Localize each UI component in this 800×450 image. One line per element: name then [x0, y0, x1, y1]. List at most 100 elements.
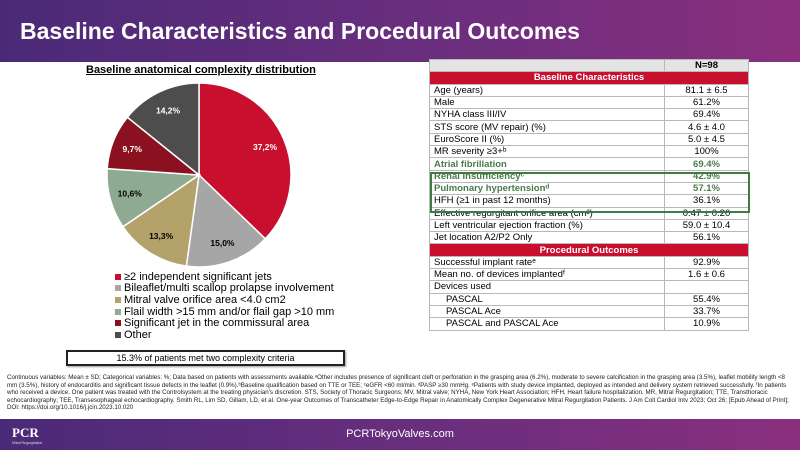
pie-slice	[121, 173, 200, 267]
chart-legend: ≥2 independent significant jets Bileaflet…	[115, 271, 334, 341]
row-label: STS score (MV repair) (%)	[429, 120, 665, 134]
section-heading: Procedural Outcomes	[429, 243, 749, 257]
pie-slice-label: 10,6%	[118, 189, 143, 199]
row-value: 92.9%	[664, 255, 749, 270]
legend-swatch	[115, 285, 121, 292]
chart-title: Baseline anatomical complexity distribut…	[86, 64, 316, 76]
row-label: Pulmonary hypertensionᵈ	[429, 181, 665, 196]
table-row: Devices used	[429, 280, 749, 294]
row-value: 36.1%	[664, 194, 749, 208]
legend-swatch	[115, 331, 121, 338]
row-value: 59.0 ± 10.4	[664, 218, 749, 233]
pie-slice-label: 9,7%	[123, 144, 143, 154]
row-value: 61.2%	[664, 95, 749, 110]
row-label: EuroScore II (%)	[429, 132, 665, 147]
table-row: Mean no. of devices implantedᶠ 1.6 ± 0.6	[429, 268, 749, 282]
row-label: HFH (≥1 in past 12 months)	[429, 194, 665, 208]
table-row: HFH (≥1 in past 12 months) 36.1%	[429, 194, 749, 208]
pie-slice-label: 15,0%	[210, 238, 235, 248]
row-label: Left ventricular ejection fraction (%)	[429, 218, 665, 233]
legend-swatch	[115, 296, 121, 303]
legend-item: Significant jet in the commissural area	[115, 317, 334, 329]
row-label: Jet location A2/P2 Only	[429, 231, 665, 245]
row-label: Devices used	[429, 280, 665, 294]
row-value: 1.6 ± 0.6	[664, 268, 749, 282]
pie-slice	[198, 82, 292, 240]
legend-swatch	[115, 308, 121, 315]
table-row: Renal insufficiencyᶜ 42.9%	[429, 169, 749, 183]
row-label: Effective regurgitant orifice area (cm²)	[429, 206, 665, 220]
pie-slice	[126, 82, 200, 177]
section-heading-row: Procedural Outcomes	[429, 243, 749, 257]
row-value: 55.4%	[664, 292, 749, 306]
pie-slice	[185, 173, 267, 268]
row-value: 81.1 ± 6.5	[664, 83, 749, 97]
row-value: 56.1%	[664, 231, 749, 245]
row-label: Mean no. of devices implantedᶠ	[429, 268, 665, 282]
table-row: Pulmonary hypertensionᵈ 57.1%	[429, 181, 749, 196]
legend-swatch	[115, 273, 121, 280]
row-label: Atrial fibrillation	[429, 157, 665, 171]
table-row: Atrial fibrillation 69.4%	[429, 157, 749, 171]
table-row: EuroScore II (%) 5.0 ± 4.5	[429, 132, 749, 147]
legend-item: Mitral valve orifice area <4.0 cm2	[115, 294, 334, 306]
legend-label: Other	[124, 328, 152, 341]
legend-item: Flail width >15 mm and/or flail gap >10 …	[115, 306, 334, 318]
legend-label: Flail width >15 mm and/or flail gap >10 …	[124, 305, 335, 318]
table-header-row: N=98	[429, 58, 749, 73]
row-label: Renal insufficiencyᶜ	[429, 169, 665, 183]
pie-slice-label: 13,3%	[149, 231, 174, 241]
table-row: Effective regurgitant orifice area (cm²)…	[429, 206, 749, 220]
row-value: 4.6 ± 4.0	[664, 120, 749, 134]
sample-size-label: N=98	[664, 58, 749, 73]
pcr-logo: PCR	[12, 425, 39, 440]
table-row: Age (years) 81.1 ± 6.5	[429, 83, 749, 97]
row-value: 10.9%	[664, 317, 749, 331]
row-value: 33.7%	[664, 304, 749, 319]
row-value: 42.9%	[664, 169, 749, 183]
row-label: Age (years)	[429, 83, 665, 97]
page-title: Baseline Characteristics and Procedural …	[20, 18, 580, 44]
row-label: MR severity ≥3+ᵇ	[429, 145, 665, 159]
legend-label: Significant jet in the commissural area	[124, 317, 310, 330]
table-header-blank	[429, 58, 665, 73]
row-value: 57.1%	[664, 181, 749, 196]
row-value: 69.4%	[664, 108, 749, 122]
table-row: NYHA class III/IV 69.4%	[429, 108, 749, 122]
legend-label: Bileaflet/multi scallop prolapse involve…	[124, 282, 334, 295]
legend-label: ≥2 independent significant jets	[124, 270, 272, 283]
legend-swatch	[115, 320, 121, 327]
section-heading-row: Baseline Characteristics	[429, 71, 749, 85]
row-label: PASCAL	[429, 292, 665, 306]
characteristics-table: N=98 Baseline Characteristics Age (years) 8…	[429, 58, 749, 331]
table-row: PASCAL Ace 33.7%	[429, 304, 749, 319]
legend-item: Bileaflet/multi scallop prolapse involve…	[115, 282, 334, 295]
pie-chart: 37,2% 15,0% 13,3% 10,6% 9,7% 14,2%	[106, 82, 292, 268]
row-label: NYHA class III/IV	[429, 108, 665, 122]
table-row: Successful implant rateᵉ 92.9%	[429, 255, 749, 270]
title-banner: Baseline Characteristics and Procedural …	[0, 0, 800, 62]
section-heading: Baseline Characteristics	[429, 71, 749, 85]
legend-label: Mitral valve orifice area <4.0 cm2	[124, 293, 286, 306]
table-row: STS score (MV repair) (%) 4.6 ± 4.0	[429, 120, 749, 134]
legend-item: Other	[115, 329, 334, 341]
table-row: MR severity ≥3+ᵇ 100%	[429, 145, 749, 159]
row-label: Male	[429, 95, 665, 110]
logo-subtitle: Mitral Regurgitation	[12, 441, 43, 445]
table-row: PASCAL 55.4%	[429, 292, 749, 306]
row-value: 0.47 ± 0.20	[664, 206, 749, 220]
footer-bar: PCR Mitral Regurgitation PCRTokyoValves.…	[0, 419, 800, 450]
legend-item: ≥2 independent significant jets	[115, 271, 334, 283]
row-value: 69.4%	[664, 157, 749, 171]
row-label: PASCAL Ace	[429, 304, 665, 319]
table-row: Left ventricular ejection fraction (%) 59…	[429, 218, 749, 233]
row-value: 5.0 ± 4.5	[664, 132, 749, 147]
row-label: PASCAL and PASCAL Ace	[429, 317, 665, 331]
row-label: Successful implant rateᵉ	[429, 255, 665, 270]
footer-url[interactable]: PCRTokyoValves.com	[346, 428, 454, 440]
footnote: Continuous variables: Mean ± SD; Categor…	[7, 374, 789, 412]
criteria-note: 15.3% of patients met two complexity cri…	[66, 350, 345, 366]
table-row: PASCAL and PASCAL Ace 10.9%	[429, 317, 749, 331]
pie-slice-label: 14,2%	[156, 105, 181, 115]
table-row: Jet location A2/P2 Only 56.1%	[429, 231, 749, 245]
